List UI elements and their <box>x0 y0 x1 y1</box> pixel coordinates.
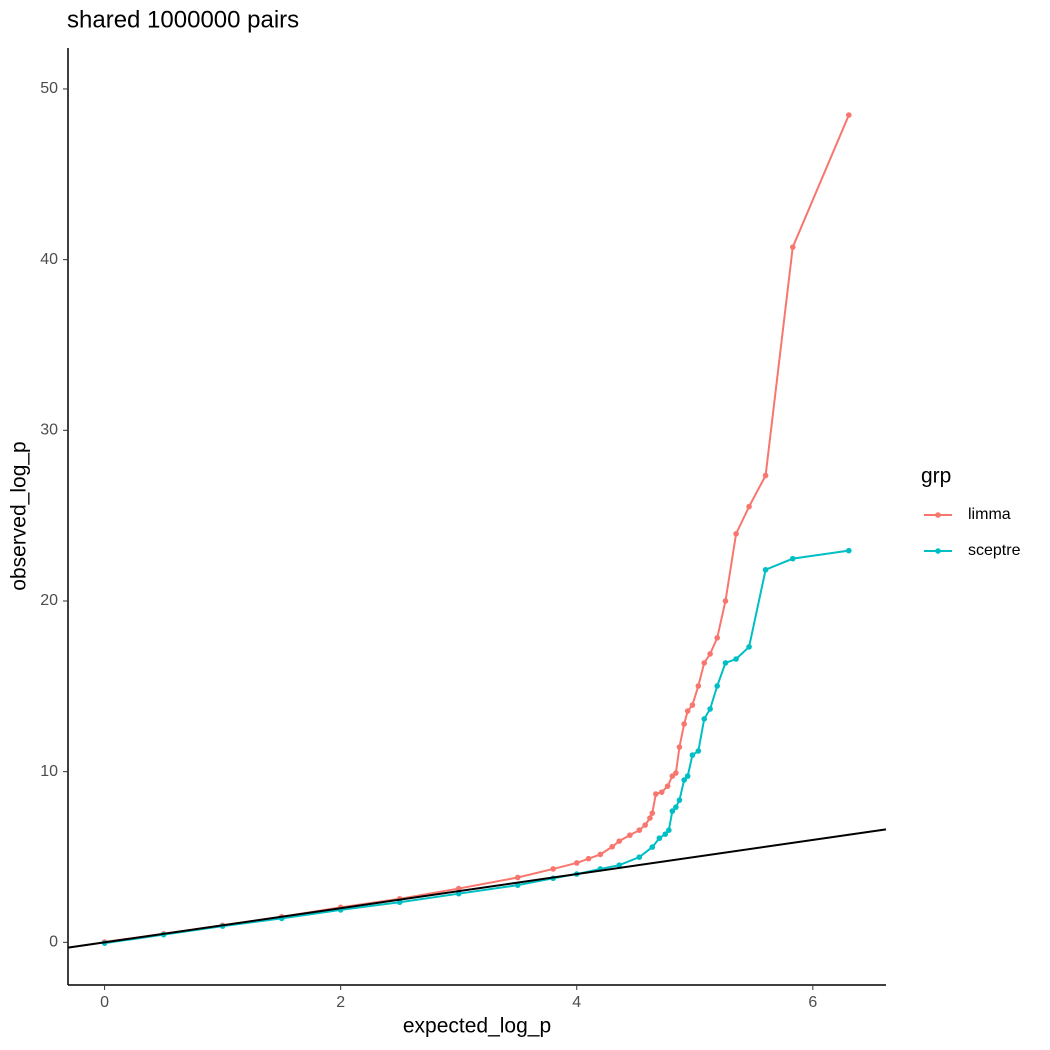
point <box>684 773 691 779</box>
point <box>695 683 702 689</box>
chart-title: shared 1000000 pairs <box>67 6 299 33</box>
point <box>636 827 643 833</box>
point <box>722 598 729 604</box>
x-tick-label: 2 <box>336 994 345 1011</box>
point <box>762 566 769 573</box>
point <box>714 683 721 689</box>
point <box>689 702 696 708</box>
point <box>681 777 687 783</box>
point <box>642 822 649 828</box>
point <box>676 797 683 803</box>
legend-label: limma <box>968 506 1011 523</box>
y-tick-label: 40 <box>40 251 58 268</box>
point <box>573 860 580 866</box>
point <box>662 831 669 837</box>
point <box>707 706 713 712</box>
legend-key-point <box>935 548 941 554</box>
point <box>762 472 769 479</box>
point <box>714 635 721 641</box>
point <box>846 547 852 554</box>
x-tick-label: 4 <box>572 994 581 1011</box>
reference-line <box>67 828 887 949</box>
point <box>681 721 687 727</box>
x-axis-label: expected_log_p <box>403 1015 551 1038</box>
point <box>689 752 696 758</box>
legend-title: grp <box>921 465 951 488</box>
y-tick-label: 20 <box>40 592 58 609</box>
point <box>733 530 739 537</box>
point <box>669 808 676 814</box>
point <box>664 783 671 789</box>
legend-key-point <box>935 512 941 518</box>
x-tick-label: 0 <box>100 994 109 1011</box>
point <box>701 660 708 666</box>
point <box>658 789 665 795</box>
point <box>653 791 659 797</box>
point <box>746 644 752 650</box>
legend-label: sceptre <box>968 542 1021 559</box>
point <box>684 708 691 714</box>
y-axis-label: observed_log_p <box>8 441 31 590</box>
y-tick-label: 10 <box>40 763 58 780</box>
point <box>789 555 796 562</box>
x-tick-label: 6 <box>808 994 817 1011</box>
point <box>789 244 796 250</box>
y-tick-label: 0 <box>49 934 58 951</box>
point <box>616 838 623 844</box>
series-line <box>104 114 850 943</box>
point <box>673 770 679 776</box>
point <box>597 851 604 858</box>
point <box>701 716 708 722</box>
point <box>636 854 643 860</box>
point <box>649 844 656 850</box>
point <box>616 862 623 868</box>
point <box>676 744 683 750</box>
point <box>722 660 729 666</box>
point <box>673 804 679 810</box>
point <box>695 748 702 754</box>
y-tick-label: 30 <box>40 422 58 439</box>
point <box>609 843 615 850</box>
point <box>707 651 713 657</box>
point <box>647 815 653 821</box>
point <box>733 656 739 662</box>
point <box>666 827 672 833</box>
y-tick-label: 50 <box>40 80 58 97</box>
point <box>846 112 852 118</box>
point <box>656 835 663 842</box>
point <box>627 832 633 838</box>
point <box>514 874 521 881</box>
point <box>746 503 752 510</box>
point <box>550 866 556 872</box>
point <box>649 810 656 816</box>
point <box>585 855 592 862</box>
